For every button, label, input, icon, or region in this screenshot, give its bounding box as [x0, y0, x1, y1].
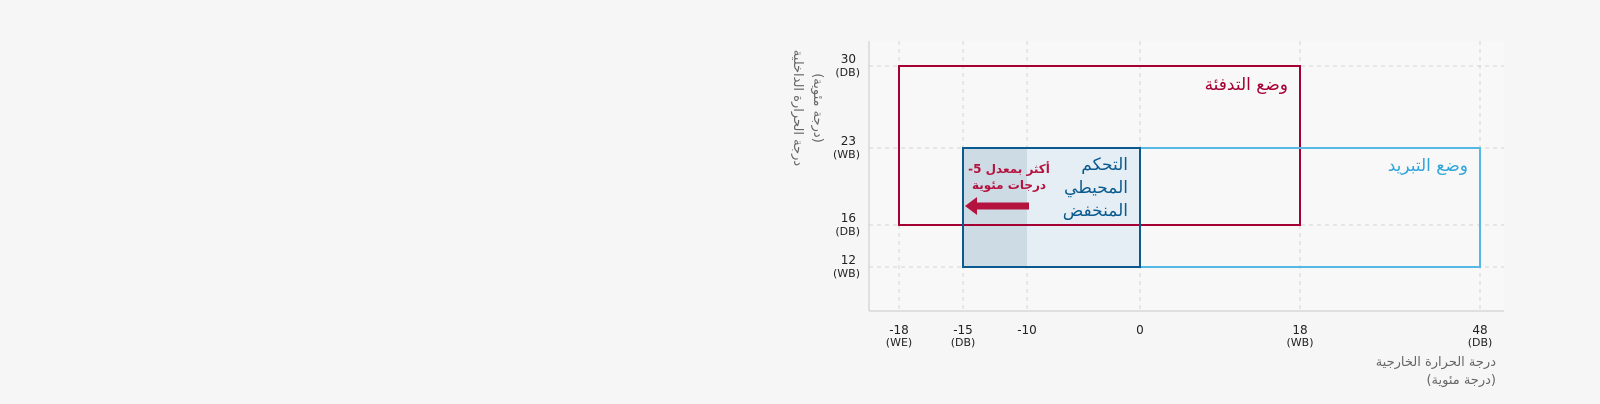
y-tick-label: 30: [841, 52, 856, 66]
x-axis-title: درجة الحرارة الخارجية: [1376, 355, 1497, 370]
y-tick-sublabel: (WB): [833, 148, 860, 161]
annotation-arrow-shaft: [975, 202, 1029, 210]
region-label-low-ambient: التحكم: [1081, 155, 1128, 175]
y-tick-label: 23: [841, 134, 856, 148]
x-ticks: -18(WE)-15(DB)-10 0 18(WB)48(DB): [886, 323, 1493, 349]
x-tick-label: 48: [1472, 323, 1487, 337]
y-axis-title-line: درجة الحرارة الداخلية: [790, 50, 805, 167]
y-tick-sublabel: (DB): [835, 66, 860, 79]
y-axis-title-line: (درجة مئوية): [810, 73, 825, 143]
y-tick-sublabel: (DB): [835, 225, 860, 238]
region-label-heating: وضع التدفئة: [1205, 75, 1288, 95]
region-outline-heating: [898, 65, 1301, 226]
annotation-arrow-head: [965, 197, 977, 215]
x-tick-label: 18: [1292, 323, 1307, 337]
region-labels: وضع التدفئة وضع التبريد التحكم المحيطي المنخ…: [1063, 75, 1468, 221]
y-tick-label: 12: [841, 253, 856, 267]
axis-titles: درجة الحرارة الخارجية(درجة مئوية)درجة ال…: [790, 50, 1496, 388]
y-axis-title: درجة الحرارة الداخلية (درجة مئوية): [790, 50, 825, 167]
region-outline-low-ambient: [962, 147, 1141, 268]
y-tick-label: 16: [841, 211, 856, 225]
x-tick-label: -18: [889, 323, 909, 337]
region-outlines: [898, 65, 1481, 268]
x-tick-label: -15: [953, 323, 973, 337]
annotation: -أكثر بمعدل 5 درجات مئوية: [965, 161, 1050, 215]
y-ticks: 30(DB)23(WB)16(DB)12(WB): [833, 52, 860, 280]
y-tick-sublabel: (WB): [833, 267, 860, 280]
x-tick-sublabel: (DB): [951, 336, 976, 349]
annotation-text: -أكثر بمعدل 5: [968, 161, 1050, 176]
region-label-low-ambient: المحيطي: [1064, 178, 1128, 198]
x-tick-label: 0: [1136, 323, 1144, 337]
annotation-text: درجات مئوية: [972, 178, 1046, 193]
x-tick-sublabel: (WB): [1286, 336, 1313, 349]
x-tick-label: -10: [1017, 323, 1037, 337]
x-tick-sublabel: (DB): [1468, 336, 1493, 349]
region-label-cooling: وضع التبريد: [1388, 156, 1468, 176]
x-tick-sublabel: (WE): [886, 336, 912, 349]
x-axis-title: (درجة مئوية): [1426, 373, 1496, 388]
region-label-low-ambient: المنخفض: [1063, 201, 1128, 221]
